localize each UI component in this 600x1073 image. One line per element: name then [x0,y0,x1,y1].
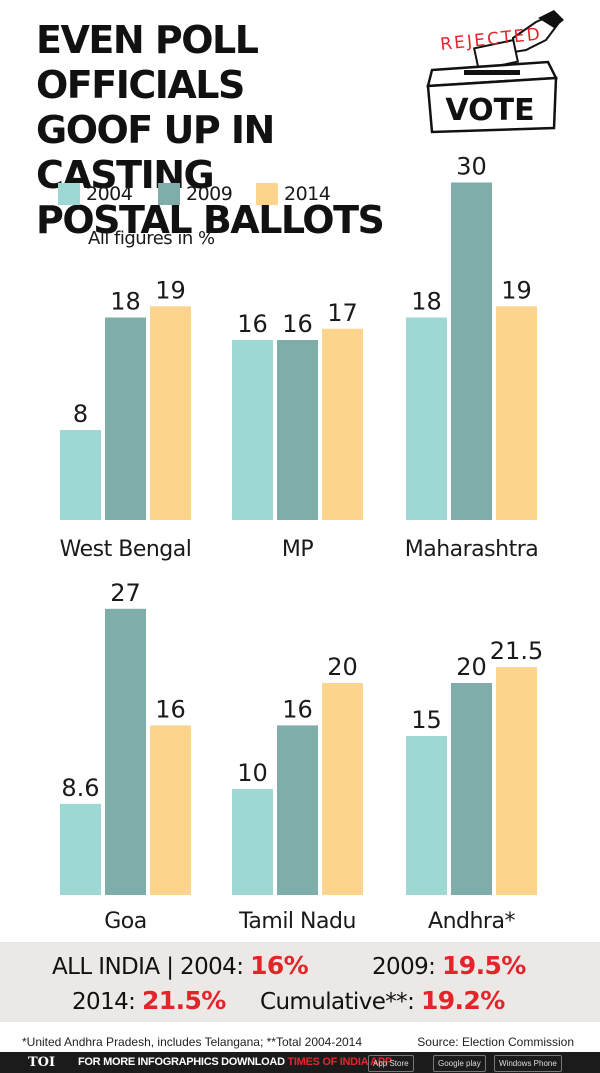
value-label-tamil-nadu-2009: 16 [282,695,313,723]
category-label-mp: MP [282,537,313,562]
bar-west-bengal-2014 [150,306,191,520]
category-label-tamil-nadu: Tamil Nadu [238,909,356,934]
windows-phone-badge[interactable]: Windows Phone [494,1055,562,1072]
footer-message-text: FOR MORE INFOGRAPHICS DOWNLOAD [78,1056,288,1068]
bar-maharashtra-2004 [406,317,447,520]
legend-swatch-2014 [256,183,278,205]
all-india-2014-value: 21.5% [142,986,226,1015]
footer-app-name: TIMES OF INDIA APP [287,1056,392,1068]
bar-tamil-nadu-2014 [322,683,363,895]
all-india-2004-value: 16% [250,951,309,980]
bar-andhra-2009 [451,683,492,895]
units-note: All figures in % [88,228,215,249]
bar-andhra-2004 [406,736,447,895]
toi-logo: TOI [28,1055,56,1070]
legend-label-2009: 2009 [186,183,233,205]
value-label-maharashtra-2009: 30 [456,153,487,181]
bar-mp-2014 [322,328,363,520]
page-title: EVEN POLL OFFICIALS GOOF UP IN CASTING P… [36,18,416,243]
value-label-mp-2004: 16 [237,310,268,338]
value-label-tamil-nadu-2004: 10 [237,759,268,787]
all-india-2009: 2009: 19.5% [372,951,526,980]
legend-item-2004: 2004 [58,180,133,208]
legend-swatch-2009 [158,183,180,205]
value-label-maharashtra-2014: 19 [501,276,532,304]
footer-message: FOR MORE INFOGRAPHICS DOWNLOAD TIMES OF … [78,1056,392,1068]
all-india-2004: ALL INDIA | 2004: 16% [52,951,309,980]
bar-goa-2004 [60,803,101,895]
panel-mp: 16 16 17 MP [232,299,363,562]
google-play-badge[interactable]: Google play [433,1055,486,1072]
app-store-badge[interactable]: App Store [368,1055,414,1072]
panel-maharashtra: 18 30 19 Maharashtra [405,153,539,563]
bar-andhra-2014 [496,667,537,895]
all-india-2014: 2014: 21.5% [72,986,226,1015]
all-india-cumulative-value: 19.2% [420,986,505,1015]
category-label-andhra: Andhra* [428,909,515,934]
bar-tamil-nadu-2004 [232,789,273,895]
bar-west-bengal-2004 [60,430,101,520]
value-label-west-bengal-2014: 19 [155,276,186,304]
category-label-goa: Goa [104,909,147,934]
title-line-1: EVEN POLL OFFICIALS [36,18,259,107]
bar-charts: 8 18 19 West Bengal 16 16 17 MP 18 30 19 Maharashtr… [60,153,544,935]
legend-swatch-2004 [58,183,80,205]
panel-tamil-nadu: 10 16 20 Tamil Nadu [232,653,363,934]
value-label-andhra-2004: 15 [411,706,442,734]
value-label-mp-2014: 17 [327,299,358,327]
legend: 2004 2009 2014 [58,180,358,210]
bar-mp-2009 [277,340,318,520]
value-label-mp-2009: 16 [282,310,313,338]
logo-vote-text: VOTE [445,93,534,128]
category-label-west-bengal: West Bengal [60,537,192,562]
bar-tamil-nadu-2009 [277,725,318,895]
footer-bar: TOI FOR MORE INFOGRAPHICS DOWNLOAD TIMES… [0,1052,600,1073]
legend-item-2014: 2014 [256,180,331,208]
bar-mp-2004 [232,340,273,520]
source-credit: Source: Election Commission [417,1035,574,1049]
footnote: *United Andhra Pradesh, includes Telanga… [22,1035,363,1049]
value-label-goa-2004: 8.6 [61,774,99,802]
bar-maharashtra-2014 [496,306,537,520]
value-label-goa-2014: 16 [155,695,186,723]
bar-west-bengal-2009 [105,317,146,520]
legend-label-2004: 2004 [86,183,133,205]
bar-goa-2009 [105,608,146,895]
title-line-3: POSTAL BALLOTS [36,198,385,242]
all-india-cumulative: Cumulative**: 19.2% [260,986,505,1015]
category-label-maharashtra: Maharashtra [405,537,538,562]
all-india-2009-label: 2009: [372,954,442,980]
all-india-cumulative-label: Cumulative**: [260,989,421,1015]
value-label-goa-2009: 27 [110,579,141,607]
value-label-andhra-2009: 20 [456,653,487,681]
bar-goa-2014 [150,725,191,895]
all-india-2014-label: 2014: [72,989,142,1015]
legend-label-2014: 2014 [284,183,331,205]
value-label-maharashtra-2004: 18 [411,288,442,316]
legend-item-2009: 2009 [158,180,233,208]
panel-west-bengal: 8 18 19 West Bengal [60,276,192,562]
all-india-lead: ALL INDIA | 2004: [52,954,251,980]
all-india-2009-value: 19.5% [442,951,526,980]
bar-maharashtra-2009 [451,182,492,520]
value-label-west-bengal-2004: 8 [73,400,88,428]
value-label-west-bengal-2009: 18 [110,288,141,316]
all-india-summary: ALL INDIA | 2004: 16% 2009: 19.5% 2014: … [0,942,600,1022]
value-label-tamil-nadu-2014: 20 [327,653,358,681]
panel-goa: 8.6 27 16 Goa [60,579,191,934]
value-label-andhra-2014: 21.5 [490,637,543,665]
ballot-box-icon: VOTE REJECTED [426,10,564,134]
